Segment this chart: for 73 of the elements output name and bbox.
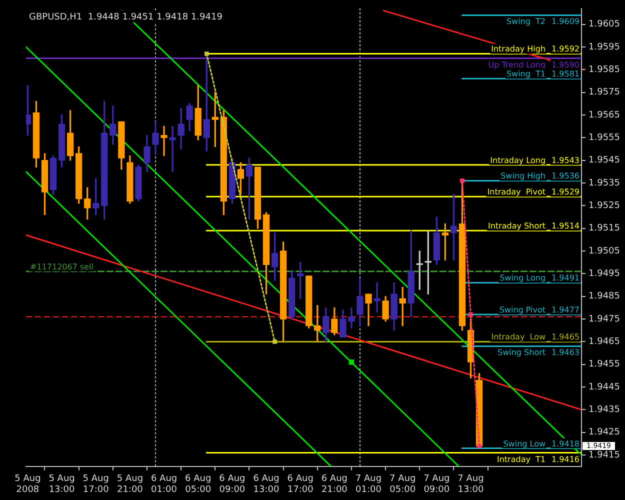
x-tick-label: 7 Aug 05:00 [390,474,416,495]
series-label: Intraday Pivot [487,188,546,197]
data-label: 1.9416 [552,454,580,464]
series-label: #11712067 sell [30,262,94,272]
data-label: 1.9543 [552,156,580,165]
series-label: Swing Low [503,439,546,448]
series-label: Swing T1 [506,70,546,79]
series-label: Swing T2 [506,17,546,26]
y-tick-label: 1.9565 [588,110,620,120]
y-tick-label: 1.9495 [588,269,620,280]
candlestick [160,126,168,156]
y-tick-label: 1.9545 [588,156,620,166]
series-label: Intraday Short [488,222,546,231]
text: GBPUSD,H1 1.9448 1.9451 1.9418 1.9419 [29,12,223,22]
y-tick-label: 1.9485 [588,292,620,302]
data-label: 1.9491 [552,274,580,283]
y-tick-label: 1.9445 [588,382,620,392]
y-tick-label: 1.9515 [588,224,620,234]
x-tick-label: 5 Aug 21:00 [116,474,144,495]
y-tick-label: 1.9535 [588,178,620,188]
candlestick [374,282,380,313]
y-tick-label: 1.9435 [588,405,620,416]
y-tick-label: 1.9455 [588,360,620,370]
data-label: 1.9590 [552,60,580,70]
x-tick-label: 7 Aug 13:00 [458,474,484,495]
data-label: 1.9477 [552,305,580,314]
x-tick-label: 7 Aug 01:00 [355,474,382,495]
candlestick [169,126,176,172]
y-tick-label: 1.9585 [588,64,620,75]
series-label: Intraday Low [491,332,546,342]
series-label: Intraday Long [490,156,546,165]
data-label: 1.9418 [552,439,580,448]
y-tick-label: 1.9605 [588,20,620,30]
data-label: 1.9514 [552,222,580,231]
y-tick-label: 1.9555 [588,132,620,143]
x-tick-label: 5 Aug 17:00 [82,474,110,495]
data-label: 1.9529 [552,188,580,197]
x-tick-label: 5 Aug 2008 [14,474,41,495]
data-label: 1.9581 [552,70,580,79]
point [348,359,354,365]
series-label: Intraday T1 [496,454,546,464]
x-tick-label: 6 Aug 01:00 [150,474,178,495]
x-tick-label: 6 Aug 17:00 [287,474,314,495]
y-tick-label: 1.9575 [588,88,620,98]
series-label: Swing Short [498,348,546,358]
data-label: 1.9463 [552,348,580,358]
y-tick-label: 1.9465 [588,337,620,348]
x-tick-label: 5 Aug 13:00 [48,474,76,495]
series-label: Swing Long [500,274,546,283]
x-tick-label: 7 Aug 09:00 [424,474,450,495]
series-label: Swing High [500,172,546,181]
x-tick-label: 6 Aug 21:00 [321,474,348,495]
data-label: 1.9609 [552,17,580,26]
point [272,340,277,344]
y-tick-label: 1.9505 [588,246,620,256]
y-tick-label: 1.9425 [588,428,620,438]
point [460,178,464,183]
point [468,312,473,317]
y-tick-label: 1.9475 [588,314,620,324]
data-label: 1.9536 [552,172,580,181]
point [477,444,482,448]
data-label: 1.9592 [552,44,580,54]
series-label: Intraday High [491,44,546,54]
data-label: 1.9465 [552,332,580,342]
series-label: Up Trend Long [488,60,546,70]
y-tick-label: 1.9595 [588,42,620,52]
x-tick-label: 6 Aug 09:00 [219,474,246,495]
y-tick-label: 1.9415 [588,450,620,460]
y-tick-label: 1.9525 [588,201,620,211]
series-label: Swing Pivot [499,305,546,314]
x-tick-label: 6 Aug 05:00 [185,474,212,495]
x-tick-label: 6 Aug 13:00 [253,474,280,495]
point [204,52,209,56]
